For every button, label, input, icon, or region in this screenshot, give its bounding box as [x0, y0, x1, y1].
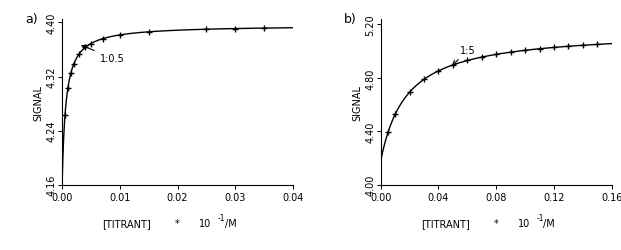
Text: /M: /M: [543, 218, 555, 228]
Text: -1: -1: [537, 213, 544, 222]
Text: [TITRANT]: [TITRANT]: [102, 218, 151, 228]
Text: [TITRANT]: [TITRANT]: [421, 218, 470, 228]
Text: 1:0.5: 1:0.5: [82, 46, 124, 63]
Y-axis label: SIGNAL: SIGNAL: [34, 84, 43, 120]
Text: 1:5: 1:5: [453, 46, 476, 66]
Text: 10: 10: [518, 218, 530, 228]
Text: *: *: [494, 218, 499, 228]
Text: /M: /M: [225, 218, 237, 228]
Text: -1: -1: [218, 213, 225, 222]
Text: 10: 10: [199, 218, 211, 228]
Text: b): b): [344, 14, 356, 26]
Y-axis label: SIGNAL: SIGNAL: [353, 84, 363, 120]
Text: *: *: [175, 218, 180, 228]
Text: a): a): [25, 14, 38, 26]
